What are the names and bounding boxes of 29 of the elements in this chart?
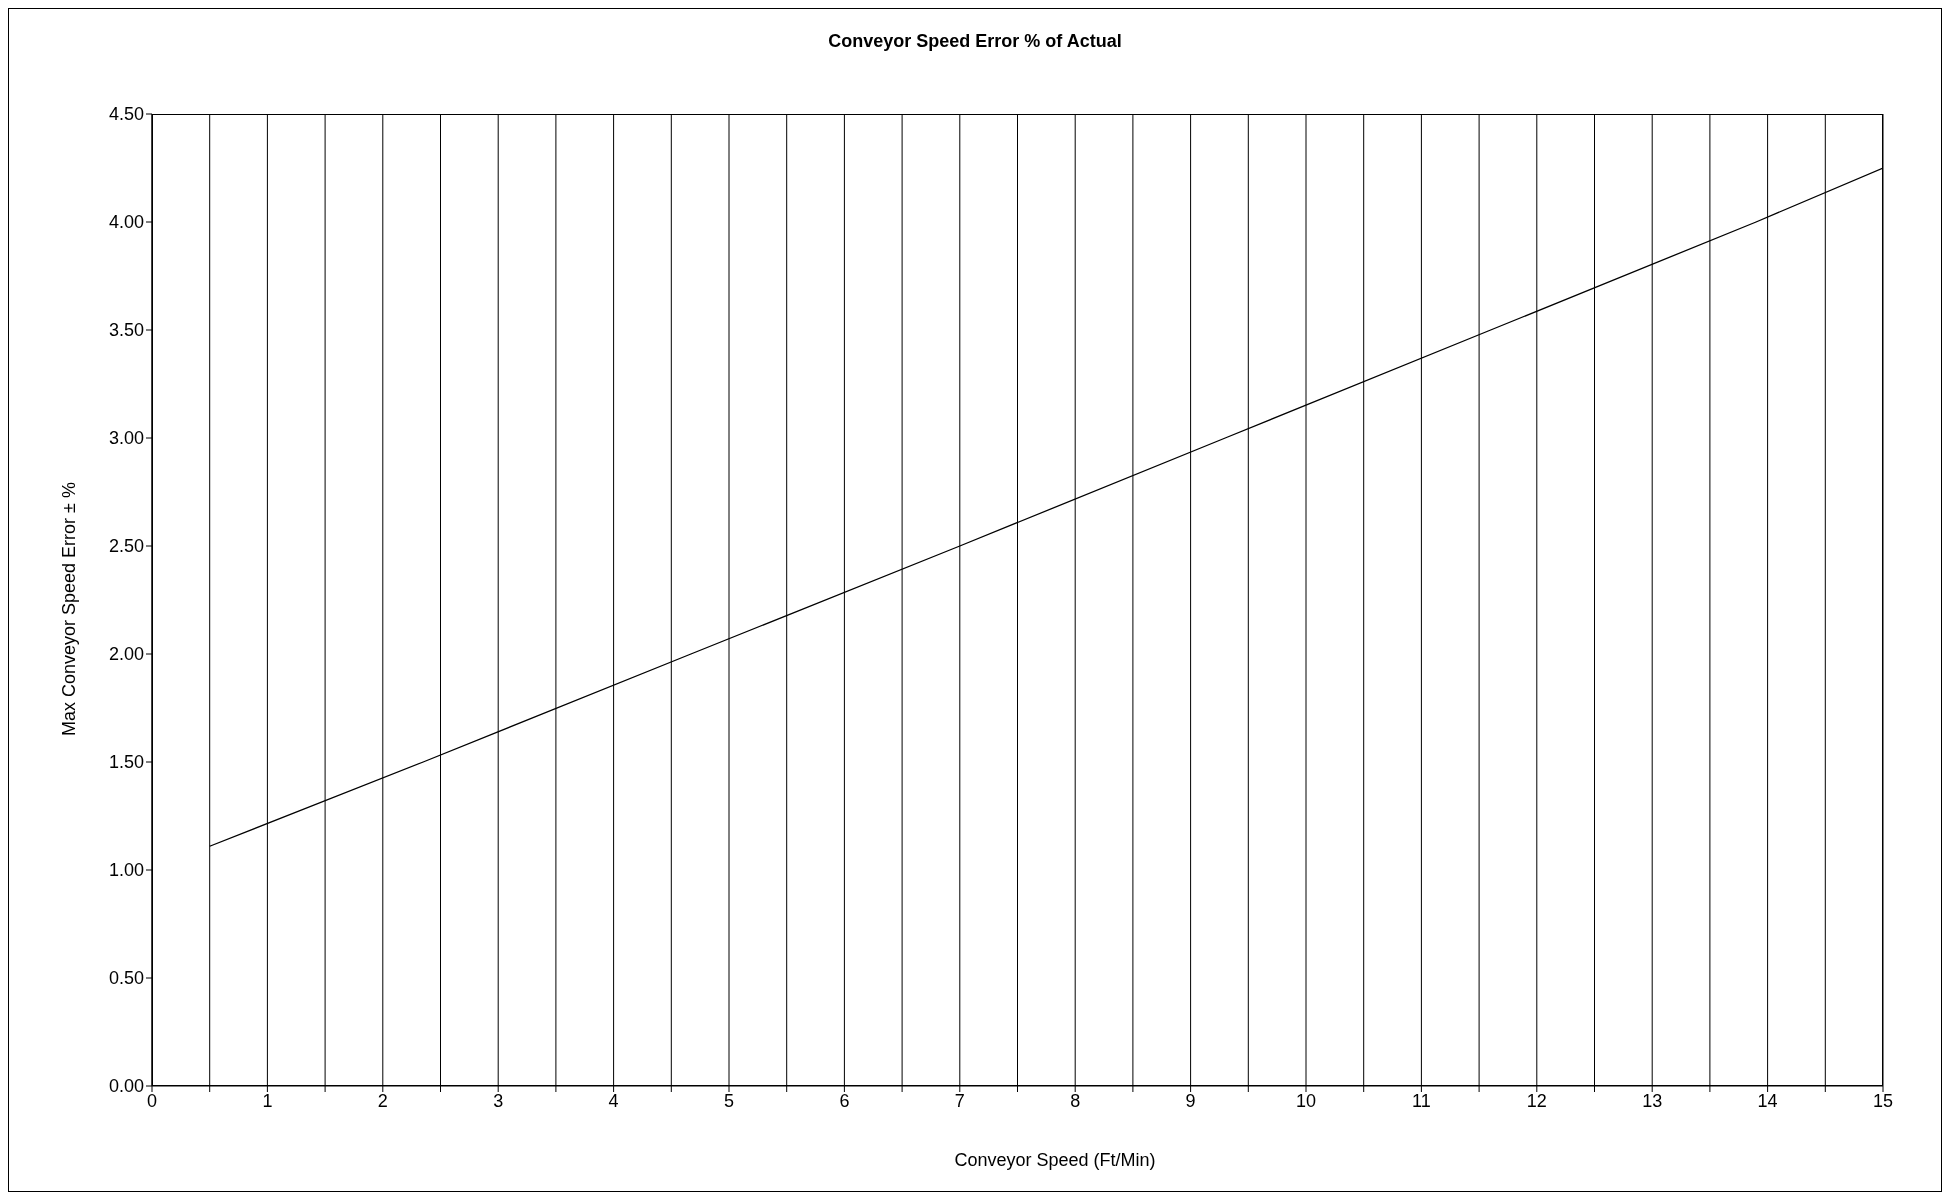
y-axis-title: Max Conveyor Speed Error ± % <box>58 482 80 736</box>
x-axis-title: Conveyor Speed (Ft/Min) <box>953 1150 1157 1171</box>
x-tick-label: 3 <box>493 1090 504 1111</box>
y-tick-label: 3.00 <box>108 428 144 449</box>
x-tick-label: 12 <box>1526 1090 1547 1111</box>
x-tick-label: 15 <box>1872 1090 1894 1111</box>
x-tick-label: 14 <box>1757 1090 1778 1111</box>
x-tick-label: 2 <box>377 1090 388 1111</box>
x-tick-label: 5 <box>723 1090 735 1111</box>
y-tick-label: 4.50 <box>108 104 144 125</box>
x-tick-label: 10 <box>1295 1090 1317 1111</box>
y-tick-label: 3.50 <box>108 320 144 341</box>
x-tick-label: 13 <box>1642 1090 1663 1111</box>
y-tick-label: 2.50 <box>108 536 144 557</box>
x-tick-label: 8 <box>1070 1090 1081 1111</box>
y-tick-label: 0.00 <box>108 1076 144 1097</box>
x-tick-label: 1 <box>262 1090 273 1111</box>
y-tick-label: 0.50 <box>108 968 144 989</box>
x-tick-label: 9 <box>1185 1090 1196 1111</box>
y-tick-label: 4.00 <box>108 212 144 233</box>
y-tick-label: 1.50 <box>108 752 144 773</box>
chart-title: Conveyor Speed Error % of Actual <box>827 31 1123 52</box>
y-tick-label: 1.00 <box>108 860 144 881</box>
x-tick-label: 4 <box>608 1090 619 1111</box>
y-tick-label: 2.00 <box>108 644 144 665</box>
x-tick-label: 0 <box>146 1090 158 1111</box>
x-tick-label: 6 <box>839 1090 850 1111</box>
x-tick-label: 7 <box>954 1090 965 1111</box>
x-tick-label: 11 <box>1412 1090 1431 1111</box>
